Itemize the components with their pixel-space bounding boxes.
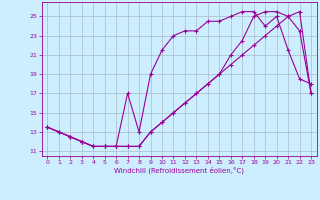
X-axis label: Windchill (Refroidissement éolien,°C): Windchill (Refroidissement éolien,°C) xyxy=(114,167,244,174)
